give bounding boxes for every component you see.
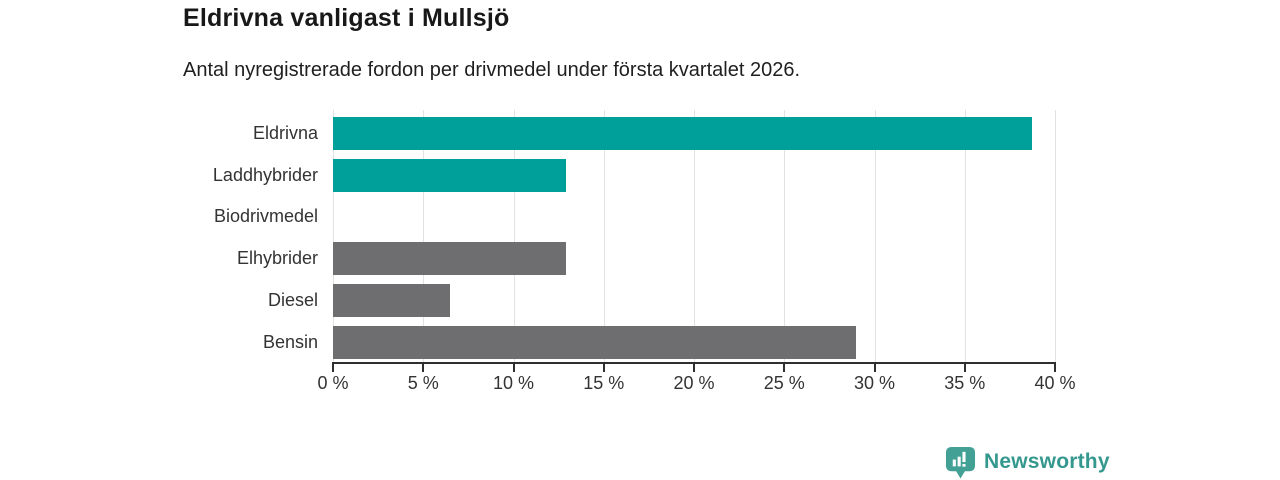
gridline	[333, 110, 334, 362]
x-tick	[963, 364, 966, 372]
category-label-diesel: Diesel	[267, 289, 318, 310]
category-label-elhybrider: Elhybrider	[236, 248, 318, 269]
x-tick-label: 15 %	[583, 373, 625, 393]
category-label-bensin: Bensin	[262, 331, 318, 352]
x-tick	[783, 364, 786, 372]
x-tick-label: 5 %	[407, 373, 439, 393]
x-tick	[602, 364, 605, 372]
bar-laddhybrider	[333, 158, 566, 192]
x-tick	[693, 364, 695, 372]
gridline	[1055, 110, 1056, 362]
gridline	[513, 110, 515, 362]
x-tick	[332, 364, 334, 372]
x-tick-label: 40 %	[1034, 373, 1076, 393]
category-label-laddhybrider: Laddhybrider	[212, 164, 318, 185]
gridline	[603, 110, 605, 362]
x-tick-label: 20 %	[673, 373, 715, 393]
gridline	[694, 110, 695, 362]
x-tick-label: 25 %	[763, 373, 805, 393]
brand-name: Newsworthy	[984, 450, 1110, 473]
bar-diesel	[333, 283, 451, 317]
chart-title: Eldrivna vanligast i Mullsjö	[183, 4, 510, 32]
category-label-eldrivna: Eldrivna	[252, 123, 318, 143]
x-tick	[512, 364, 515, 372]
gridline	[784, 110, 786, 362]
x-tick	[1054, 364, 1056, 372]
bar-elhybrider	[333, 242, 566, 276]
bar-bensin	[333, 325, 857, 359]
brand-footer: Newsworthy	[945, 445, 1110, 479]
x-tick-label: 0 %	[317, 373, 349, 393]
newsworthy-logo-icon	[945, 446, 976, 478]
bar-eldrivna	[333, 117, 1032, 150]
gridline	[874, 110, 876, 362]
x-tick	[422, 364, 425, 372]
x-tick-label: 35 %	[944, 373, 986, 393]
gridline	[964, 110, 966, 362]
x-tick-label: 10 %	[492, 373, 535, 393]
plot-area	[333, 110, 1056, 362]
x-axis-line	[332, 362, 1056, 364]
x-tick-label: 30 %	[853, 373, 896, 393]
chart-subtitle: Antal nyregistrerade fordon per drivmede…	[183, 59, 801, 81]
x-tick	[873, 364, 876, 372]
gridline	[423, 110, 425, 362]
category-label-biodrivmedel: Biodrivmedel	[213, 206, 318, 227]
